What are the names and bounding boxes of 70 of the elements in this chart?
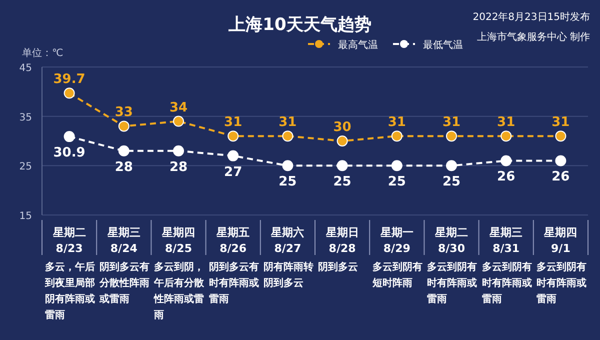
text: 多云到阴有时有阵雨或雷雨	[536, 261, 586, 305]
data-label: 25	[388, 174, 406, 190]
text: 阴到多云有时有阵雨或雷雨	[208, 261, 259, 305]
point	[446, 130, 457, 142]
x-tick-label: 星期三 8/24	[106, 226, 140, 255]
data-label: 28	[169, 160, 188, 175]
text: 多云到阴，午后有分散性阵雨或雷雨	[153, 261, 206, 321]
point	[555, 155, 566, 166]
data-label: 26	[552, 170, 570, 185]
data-label: 31	[224, 115, 242, 130]
point	[391, 130, 402, 142]
point	[336, 136, 348, 146]
point	[555, 130, 566, 142]
text: 多云到阴有短时阵雨	[372, 261, 423, 289]
point	[446, 160, 457, 172]
text: 阴到多云有分散性阵雨或雷雨	[98, 261, 150, 305]
y-tick-label: 15	[19, 211, 32, 222]
data-label: 25	[333, 174, 352, 190]
x-tick-label: 星期二 8/23	[52, 226, 86, 255]
point	[173, 145, 184, 156]
point	[282, 130, 294, 142]
data-label: 25	[442, 174, 461, 190]
x-tick-label: 星期五 8/26	[216, 226, 250, 255]
data-label: 26	[497, 170, 516, 185]
point	[118, 120, 130, 132]
data-label: 31	[278, 115, 297, 130]
x-tick-label: 星期四 9/1	[543, 226, 578, 255]
legend-label: 最高气温	[338, 39, 378, 51]
point	[64, 131, 75, 142]
y-tick-label: 35	[19, 112, 32, 124]
point	[282, 160, 294, 172]
data-label: 34	[169, 100, 188, 116]
chart-title: 上海10天天气趋势	[228, 15, 372, 35]
x-tick-label: 星期一 8/29	[379, 226, 414, 255]
data-label: 31	[552, 115, 570, 130]
data-label: 25	[278, 174, 297, 190]
point	[500, 130, 512, 142]
text: 阴有阵雨转阴到多云	[263, 261, 314, 289]
x-tick-label: 星期四 8/25	[161, 226, 195, 255]
point	[228, 130, 239, 142]
data-label: 30	[333, 120, 352, 135]
text: 多云到阴有时有阵雨或雷雨	[427, 261, 478, 305]
x-tick-label: 星期日 8/28	[324, 226, 359, 255]
chart-subtitle: 2022年8月23日15时发布	[472, 11, 590, 23]
point	[391, 160, 402, 172]
text: 阴到多云	[318, 261, 358, 273]
data-label: 33	[114, 105, 133, 120]
y-axis-title: 单位：℃	[22, 47, 64, 59]
point	[118, 145, 130, 156]
data-label: 39.7	[53, 72, 86, 88]
x-tick-label: 星期二 8/30	[434, 226, 468, 255]
text: 多云到阴有时有阵雨或雷雨	[482, 261, 532, 305]
data-label: 31	[442, 115, 461, 130]
data-label: 27	[224, 164, 242, 180]
point	[228, 150, 239, 162]
point	[64, 88, 75, 99]
y-tick-label: 45	[19, 63, 32, 74]
data-label: 31	[388, 115, 406, 130]
y-tick-label: 25	[19, 162, 32, 173]
legend-label: 最低气温	[423, 39, 463, 51]
text: 上海市气象服务中心 制作	[476, 31, 590, 43]
x-tick-label: 星期六 8/27	[270, 226, 304, 255]
point	[500, 155, 512, 166]
point	[173, 116, 184, 127]
data-label: 28	[114, 160, 133, 175]
data-label: 31	[497, 115, 516, 130]
text: 多云，午后到夜里局部阴有阵雨或雷雨	[44, 261, 95, 321]
x-tick-label: 星期三 8/31	[488, 226, 523, 255]
data-label: 30.9	[53, 146, 86, 161]
point	[336, 160, 348, 172]
